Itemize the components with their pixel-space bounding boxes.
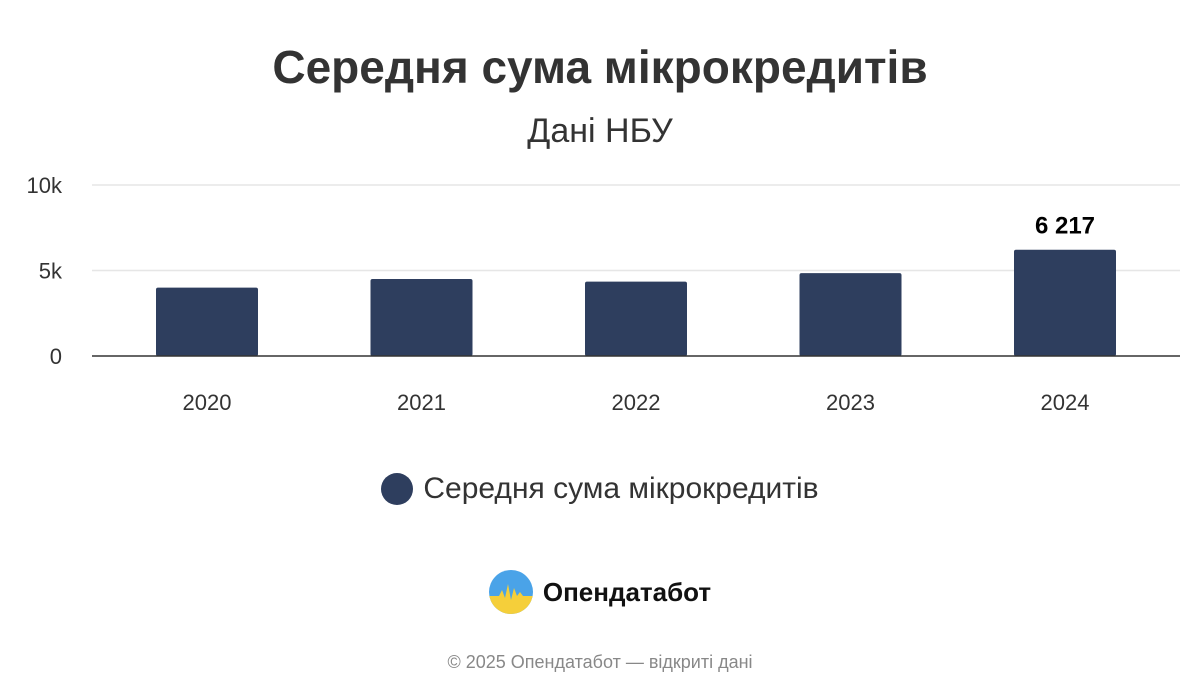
data-label: 6 217 [1035, 213, 1095, 240]
chart-subtitle: Дані НБУ [527, 112, 673, 150]
x-tick-label: 2022 [612, 390, 661, 415]
x-tick-label: 2024 [1041, 390, 1090, 415]
x-tick-label: 2021 [397, 390, 446, 415]
y-tick-label: 5k [39, 259, 63, 284]
chart-title: Середня сума мікрокредитів [272, 41, 928, 93]
bar-2021[interactable] [370, 279, 473, 356]
x-tick-label: 2023 [826, 390, 875, 415]
bar-2023[interactable] [799, 273, 902, 356]
legend-marker [381, 473, 414, 505]
y-axis-ticks: 0 5k 10k [27, 173, 63, 369]
legend[interactable]: Середня сума мікрокредитів [0, 472, 1200, 506]
bar-2020[interactable] [156, 287, 258, 356]
bar-2022[interactable] [585, 281, 687, 356]
bar-2024[interactable] [1014, 249, 1116, 356]
brand-logo: Опендатабот [0, 570, 1200, 614]
x-axis-ticks: 2020 2021 2022 2023 2024 [183, 390, 1090, 415]
y-tick-label: 10k [27, 173, 63, 198]
legend-label: Середня сума мікрокредитів [423, 472, 819, 505]
y-tick-label: 0 [50, 344, 62, 369]
opendatabot-logo-icon [488, 570, 533, 614]
bar-chart: 0 5k 10k 2020 2021 2022 2023 2024 6 217 [27, 173, 1180, 415]
bars [156, 249, 1116, 356]
brand-name: Опендатабот [542, 576, 712, 607]
copyright-text: © 2025 Опендатабот — відкриті дані [447, 652, 753, 672]
grid-lines [92, 184, 1180, 272]
x-tick-label: 2020 [183, 390, 232, 415]
data-labels: 6 217 [1035, 213, 1095, 240]
